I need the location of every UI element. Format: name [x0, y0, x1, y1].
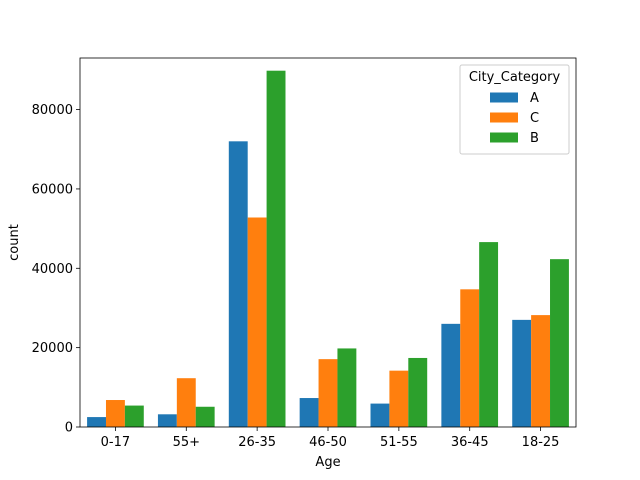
legend-label-B: B	[530, 131, 539, 146]
bar-B-36-45	[479, 242, 499, 427]
bar-C-0-17	[105, 400, 125, 427]
legend-swatch-C	[490, 112, 518, 123]
bar-B-55+	[195, 406, 215, 427]
y-tick-label: 60000	[32, 182, 73, 197]
bar-C-26-35	[247, 217, 267, 427]
bar-A-0-17	[87, 417, 106, 427]
y-axis: 0 20000 40000 60000 80000	[32, 103, 80, 436]
bar-C-55+	[176, 378, 196, 427]
legend: City_Category ACB	[459, 64, 570, 155]
y-tick-label: 0	[65, 421, 73, 436]
x-tick-label: 0-17	[101, 435, 131, 450]
plot-frame	[79, 57, 577, 428]
bar-B-51-55	[408, 357, 428, 427]
y-axis-label: count	[7, 224, 22, 261]
bar-B-18-25	[550, 259, 569, 427]
bar-A-55+	[157, 414, 177, 427]
bar-A-36-45	[441, 323, 461, 427]
bar-C-18-25	[531, 315, 551, 427]
legend-items: ACB	[490, 91, 539, 146]
legend-swatch-A	[490, 92, 518, 103]
x-axis-label: Age	[315, 455, 340, 470]
bar-B-0-17	[124, 405, 144, 427]
legend-box	[459, 64, 570, 155]
x-tick-label: 51-55	[380, 435, 418, 450]
bar-C-51-55	[389, 370, 409, 427]
bar-A-51-55	[370, 403, 390, 427]
x-tick-label: 26-35	[238, 435, 276, 450]
bar-A-26-35	[228, 141, 248, 427]
bar-B-26-35	[266, 70, 286, 427]
x-tick-label: 36-45	[451, 435, 489, 450]
x-tick-label: 18-25	[522, 435, 560, 450]
bars-layer	[87, 70, 569, 427]
bar-C-36-45	[460, 289, 480, 427]
x-tick-label: 46-50	[309, 435, 347, 450]
bar-B-46-50	[337, 348, 357, 427]
legend-title: City_Category	[469, 70, 561, 85]
y-tick-label: 80000	[32, 103, 73, 118]
bar-A-46-50	[299, 398, 319, 427]
legend-swatch-B	[490, 132, 518, 143]
y-tick-label: 20000	[32, 341, 73, 356]
bar-C-46-50	[318, 359, 338, 427]
bar-A-18-25	[512, 319, 532, 427]
legend-label-C: C	[530, 111, 539, 126]
y-tick-label: 40000	[32, 262, 73, 277]
legend-label-A: A	[530, 91, 539, 106]
x-tick-label: 55+	[173, 435, 200, 450]
x-axis: 0-17 55+ 26-35 46-50 51-55 36-45 18-25	[101, 427, 560, 450]
